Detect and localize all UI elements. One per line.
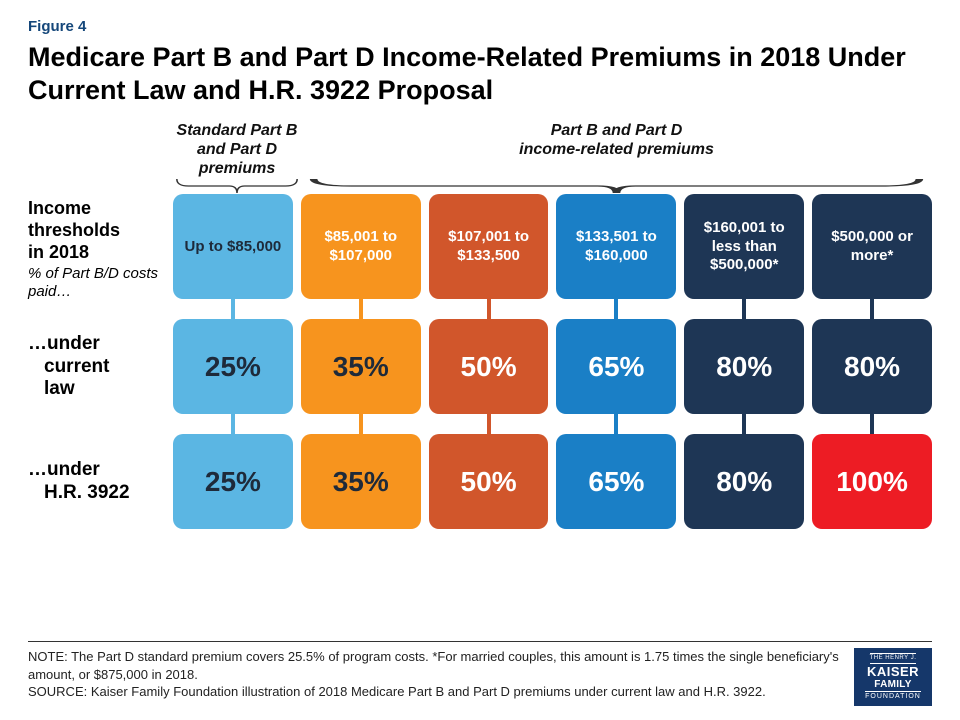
bracket-left <box>173 178 301 194</box>
threshold-cell-4: $160,001 to less than $500,000* <box>684 194 804 299</box>
row-label-thresholds: Income thresholds in 2018 % of Part B/D … <box>28 194 173 309</box>
hr3922-cell-5: 100% <box>812 434 932 529</box>
connector-0-a <box>231 299 235 319</box>
thresholds-l2: thresholds <box>28 220 120 242</box>
data-column-1: $85,001 to $107,000 35% 35% <box>301 194 421 539</box>
current-law-cell-3: 65% <box>556 319 676 414</box>
connector-1-b <box>359 414 363 434</box>
current-law-cell-2: 50% <box>429 319 549 414</box>
row-label-hr3922: …under H.R. 3922 <box>28 424 173 539</box>
group-header-standard: Standard Part B and Part D premiums <box>173 121 301 179</box>
hr3922-cell-0: 25% <box>173 434 293 529</box>
threshold-cell-1: $85,001 to $107,000 <box>301 194 421 299</box>
figure-page: Figure 4 Medicare Part B and Part D Inco… <box>0 0 960 720</box>
footnotes: NOTE: The Part D standard premium covers… <box>28 648 842 701</box>
hr3922-cell-1: 35% <box>301 434 421 529</box>
hr3922-cell-4: 80% <box>684 434 804 529</box>
group-header-income-related: Part B and Part D income-related premium… <box>301 121 932 179</box>
current-law-cell-4: 80% <box>684 319 804 414</box>
row-labels-column: Income thresholds in 2018 % of Part B/D … <box>28 194 173 539</box>
page-title: Medicare Part B and Part D Income-Relate… <box>28 41 932 107</box>
cl-1: …under <box>28 333 100 354</box>
connector-4-b <box>742 414 746 434</box>
data-column-5: $500,000 or more* 80% 100% <box>812 194 932 539</box>
footnote-note: NOTE: The Part D standard premium covers… <box>28 648 842 683</box>
connector-4-a <box>742 299 746 319</box>
threshold-cell-3: $133,501 to $160,000 <box>556 194 676 299</box>
thresholds-l3: in 2018 <box>28 242 89 264</box>
hr3922-cell-2: 50% <box>429 434 549 529</box>
current-law-cell-0: 25% <box>173 319 293 414</box>
footer: NOTE: The Part D standard premium covers… <box>28 641 932 706</box>
connector-3-a <box>614 299 618 319</box>
kff-logo: THE HENRY J. KAISER FAMILY FOUNDATION <box>854 648 932 706</box>
data-column-4: $160,001 to less than $500,000* 80% 80% <box>684 194 804 539</box>
logo-line1: THE HENRY J. <box>870 653 917 664</box>
data-column-0: Up to $85,000 25% 25% <box>173 194 293 539</box>
hr-2: H.R. 3922 <box>28 482 130 505</box>
connector-0-b <box>231 414 235 434</box>
footnote-source: SOURCE: Kaiser Family Foundation illustr… <box>28 683 842 701</box>
hr-1: …under <box>28 459 100 480</box>
group-headers: Standard Part B and Part D premiums Part… <box>173 121 932 179</box>
logo-line4: FOUNDATION <box>865 691 921 701</box>
figure-number: Figure 4 <box>28 18 932 35</box>
connector-3-b <box>614 414 618 434</box>
bracket-right <box>301 178 932 194</box>
data-column-2: $107,001 to $133,500 50% 50% <box>429 194 549 539</box>
data-grid: Income thresholds in 2018 % of Part B/D … <box>28 194 932 539</box>
current-law-cell-1: 35% <box>301 319 421 414</box>
connector-2-a <box>487 299 491 319</box>
data-columns: Up to $85,00025%25%$85,001 to $107,00035… <box>173 194 932 539</box>
thresholds-l1: Income <box>28 198 91 220</box>
logo-line3: FAMILY <box>874 679 912 690</box>
logo-line2: KAISER <box>867 665 919 679</box>
threshold-cell-5: $500,000 or more* <box>812 194 932 299</box>
data-column-3: $133,501 to $160,000 65% 65% <box>556 194 676 539</box>
connector-1-a <box>359 299 363 319</box>
current-law-cell-5: 80% <box>812 319 932 414</box>
threshold-cell-0: Up to $85,000 <box>173 194 293 299</box>
row-label-current-law: …under current law <box>28 309 173 424</box>
connector-2-b <box>487 414 491 434</box>
cl-2: current <box>28 356 109 379</box>
connector-5-a <box>870 299 874 319</box>
header-brackets <box>173 178 932 194</box>
threshold-cell-2: $107,001 to $133,500 <box>429 194 549 299</box>
hr3922-cell-3: 65% <box>556 434 676 529</box>
connector-5-b <box>870 414 874 434</box>
thresholds-sub: % of Part B/D costs paid… <box>28 265 173 301</box>
cl-3: law <box>28 378 109 401</box>
